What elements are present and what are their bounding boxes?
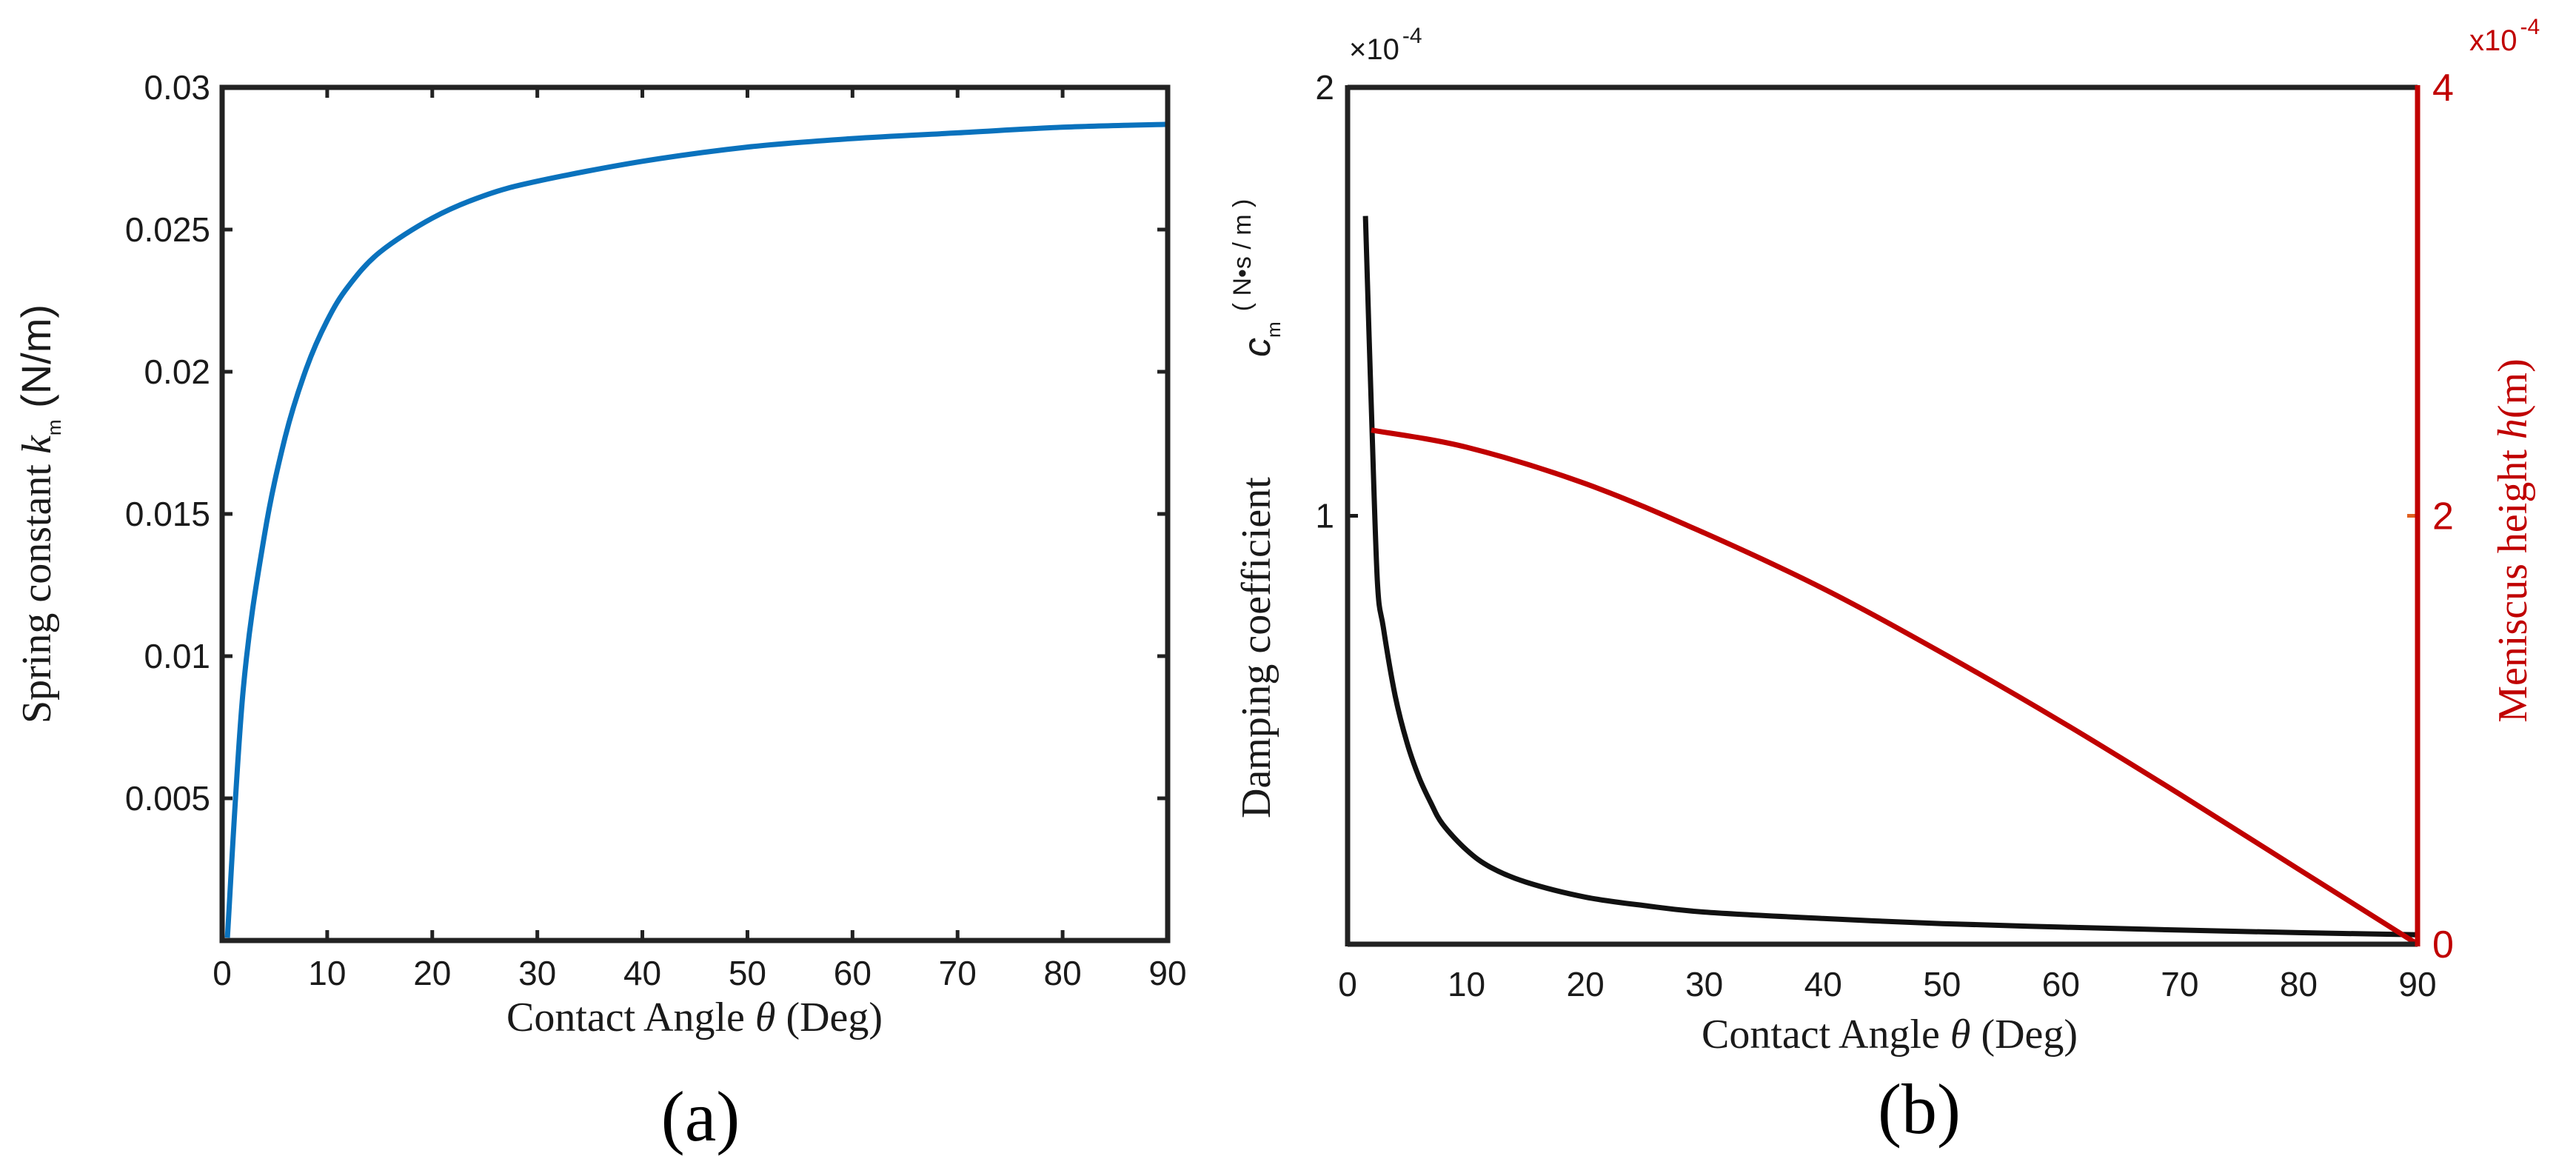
panel-a-y-axis-title: Spring constant km (N/m) [13, 304, 65, 724]
panel-b-damping-line [1362, 216, 2418, 938]
panel-a-x-title-unit: (Deg) [775, 995, 883, 1040]
panel-b-x-tick-label: 20 [1567, 965, 1605, 1003]
panel-a-y-tick-label: 0.03 [144, 68, 210, 107]
panel-a-series-line [224, 121, 1168, 938]
panel-b-x-tick-label: 30 [1685, 965, 1723, 1003]
panel-a-x-tick-label: 70 [939, 954, 977, 992]
panel-a-y-tick-label: 0.025 [125, 210, 210, 249]
panel-a-y-ticks: 0.005 0.01 0.015 0.02 0.025 0.03 [125, 68, 1168, 818]
panel-a-y-title-main: Spring constant [14, 454, 60, 724]
panel-b-right-mult-base: x10 [2469, 24, 2518, 57]
panel-b-left-mult-base: ×10 [1349, 33, 1399, 66]
panel-b-x-tick-label: 70 [2161, 965, 2198, 1003]
panel-a-x-tick-label: 10 [308, 954, 346, 992]
panel-b-left-y-ticks: 12 [1315, 68, 1358, 535]
panel-a-y-tick-label: 0.015 [125, 495, 210, 533]
panel-a-y-title-sub: m [43, 420, 65, 436]
panel-b-right-y-title: Meniscus height h(m) [2490, 358, 2536, 722]
panel-b-right-y-title-symbol: h [2490, 418, 2536, 439]
panel-b-meniscus-height-line [1371, 427, 2419, 946]
panel-b-x-tick-label: 60 [2042, 965, 2080, 1003]
panel-b-x-axis-title: Contact Angle θ (Deg) [1702, 1012, 2078, 1058]
panel-b-x-tick-label: 0 [1338, 965, 1357, 1003]
panel-b-left-y-title-main: Damping coefficient [1234, 477, 1279, 818]
panel-b-left-y-tick-label: 1 [1315, 497, 1334, 535]
panel-b-x-tick-label: 90 [2398, 965, 2436, 1003]
panel-a-y-title-symbol: k [14, 435, 60, 454]
panel-b-left-y-title-unit: ( N•s / m ) [1228, 199, 1257, 312]
panel-a-x-tick-label: 50 [729, 954, 766, 992]
panel-b-series [1362, 216, 2419, 946]
panel-a-x-tick-label: 0 [213, 954, 232, 992]
panel-a-x-tick-label: 80 [1044, 954, 1082, 992]
caption-b: (b) [1878, 1069, 1961, 1149]
panel-b-left-mult-exp: -4 [1402, 24, 1422, 48]
panel-a: 0.005 0.01 0.015 0.02 0.025 0.03 0 10 20 30 40 50 6… [13, 68, 1187, 1040]
panel-a-x-tick-label: 60 [834, 954, 872, 992]
panel-b-x-title-main: Contact Angle [1702, 1012, 1950, 1058]
panel-a-y-title-unit: (N/m) [13, 304, 59, 420]
panel-b-left-y-title-symbol: c [1236, 338, 1279, 357]
panel-b-left-multiplier: ×10 -4 [1349, 24, 1422, 66]
panel-b-right-y-title-unit: (m) [2490, 358, 2536, 418]
panel-a-x-tick-label: 20 [413, 954, 451, 992]
panel-b-left-y-title-line1: Damping coefficient [1234, 477, 1279, 818]
panel-b-right-y-ticks: 0 2 4 [2407, 67, 2454, 966]
panel-b-left-y-title-line2: cm ( N•s / m ) [1228, 199, 1285, 357]
panel-b-left-y-tick-label: 2 [1315, 68, 1334, 107]
panel-a-series [224, 121, 1168, 938]
panel-a-x-title-main: Contact Angle [506, 995, 755, 1040]
panel-a-y-tick-label: 0.005 [125, 779, 210, 818]
panel-a-x-axis-title: Contact Angle θ (Deg) [506, 995, 883, 1040]
panel-a-y-tick-label: 0.01 [144, 637, 210, 675]
panel-b-x-title-symbol: θ [1950, 1012, 1971, 1058]
panel-b-x-ticks: 0 10 20 30 40 50 60 70 80 90 [1338, 965, 2436, 1003]
panel-b-right-y-tick-label: 2 [2432, 495, 2454, 538]
panel-a-x-tick-label: 90 [1148, 954, 1186, 992]
panel-b-right-multiplier: x10 -4 [2469, 15, 2540, 57]
panel-b: 0 10 20 30 40 50 60 70 80 90 12 024 ×10 -4 x10 -4 D… [1228, 15, 2540, 1058]
panel-a-x-tick-label: 30 [518, 954, 556, 992]
panel-b-right-y-tick-label: 0 [2432, 923, 2454, 966]
panel-b-x-tick-label: 50 [1923, 965, 1961, 1003]
panel-a-plot-frame [219, 84, 1171, 943]
panel-a-x-tick-label: 40 [623, 954, 661, 992]
panel-a-x-ticks: 0 10 20 30 40 50 60 70 80 90 [213, 87, 1187, 992]
panel-a-y-tick-label: 0.02 [144, 353, 210, 391]
panel-b-left-y-title-sub: m [1262, 321, 1285, 338]
panel-b-x-title-unit: (Deg) [1970, 1012, 2078, 1058]
panel-b-x-tick-label: 10 [1448, 965, 1485, 1003]
panel-b-x-tick-label: 40 [1804, 965, 1842, 1003]
panel-a-x-title-symbol: θ [755, 995, 776, 1040]
panel-b-right-y-tick-label: 4 [2432, 67, 2454, 110]
panel-b-x-tick-label: 80 [2280, 965, 2318, 1003]
panel-b-right-mult-exp: -4 [2520, 15, 2540, 39]
panel-b-right-y-title-main: Meniscus height [2490, 439, 2536, 723]
caption-a: (a) [661, 1077, 740, 1156]
